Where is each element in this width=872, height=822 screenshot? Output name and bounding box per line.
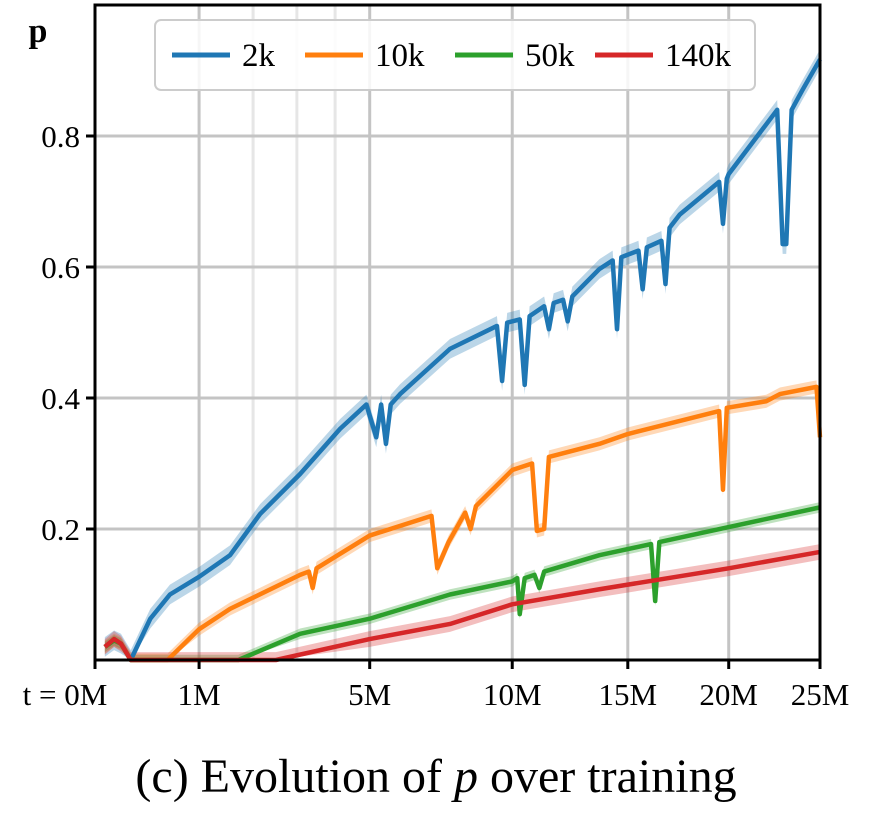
y-tick-label: 0.2 <box>41 512 80 547</box>
x-tick-label: t = 0M <box>23 677 108 712</box>
legend-label-50k: 50k <box>525 38 575 74</box>
series-line-10k <box>103 384 823 663</box>
axis-ticks: t = 0M 1M 5M 10M 15M 20M 25M 0.2 0.4 0.6 0.8 <box>23 119 850 712</box>
band-2k <box>104 49 820 661</box>
legend-label-10k: 10k <box>375 38 425 74</box>
caption-suffix: over training <box>478 750 737 803</box>
x-tick-label: 15M <box>599 677 658 712</box>
x-tick-label: 25M <box>791 677 850 712</box>
x-tick-label: 1M <box>178 677 221 712</box>
y-tick-label: 0.8 <box>41 119 80 154</box>
x-tick-label: 10M <box>483 677 542 712</box>
x-tick-label: 5M <box>348 677 391 712</box>
legend: 2k 10k 50k 140k <box>154 19 756 91</box>
band-50k <box>104 502 820 660</box>
plot-frame <box>93 3 822 662</box>
caption-variable: p <box>451 750 478 803</box>
y-tick-label: 0.4 <box>41 381 80 416</box>
legend-label-140k: 140k <box>665 38 732 74</box>
series-line-2k <box>103 58 822 663</box>
y-tick-label: 0.6 <box>41 250 80 285</box>
y-axis-label: p <box>29 13 48 50</box>
series-lines <box>103 58 823 663</box>
series-line-140k <box>103 549 821 663</box>
caption-prefix: (c) Evolution of <box>135 750 454 803</box>
grid <box>95 5 820 660</box>
legend-label-2k: 2k <box>242 38 276 74</box>
caption: (c) Evolution of p over training <box>135 750 736 803</box>
x-tick-label: 20M <box>699 677 758 712</box>
